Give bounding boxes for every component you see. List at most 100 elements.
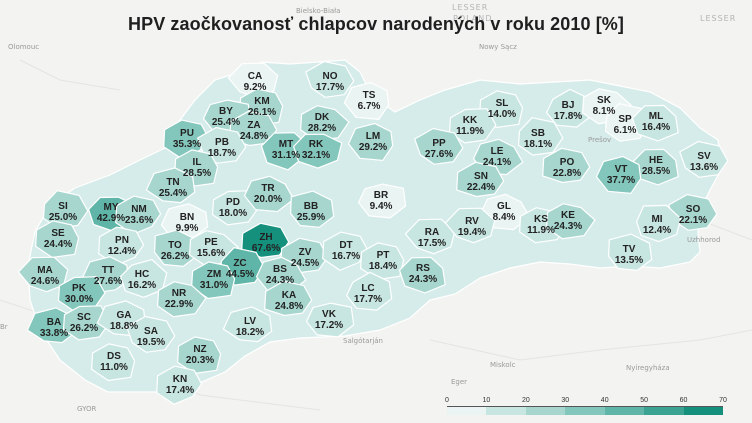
district-shape-kn[interactable] [156, 365, 203, 405]
district-ke[interactable]: KE 24.3% [554, 210, 582, 232]
district-shape-ka[interactable] [264, 280, 313, 317]
district-mt[interactable]: MT 31.1% [272, 139, 300, 161]
district-shape-sn[interactable] [456, 161, 505, 198]
district-nm[interactable]: NM 23.6% [125, 204, 153, 226]
district-kn[interactable]: KN 17.4% [166, 374, 194, 396]
district-pt[interactable]: PT 18.4% [369, 250, 397, 272]
district-se[interactable]: SE 24.4% [44, 228, 72, 250]
district-ma[interactable]: MA 24.6% [31, 265, 59, 287]
district-shape-mi[interactable] [635, 204, 682, 243]
district-shape-so[interactable] [668, 193, 718, 231]
district-shape-pn[interactable] [98, 226, 145, 266]
district-le[interactable]: LE 24.1% [483, 146, 511, 168]
district-zh[interactable]: ZH 67.6% [252, 232, 280, 254]
district-shape-pp[interactable] [413, 127, 464, 165]
district-tt[interactable]: TT 27.6% [94, 265, 122, 287]
district-ra[interactable]: RA 17.5% [418, 227, 446, 249]
district-tn[interactable]: TN 25.4% [159, 177, 187, 199]
district-shape-dt[interactable] [322, 231, 369, 271]
district-zv[interactable]: ZV 24.5% [291, 247, 319, 269]
district-shape-br[interactable] [357, 183, 407, 219]
district-rv[interactable]: RV 19.4% [458, 216, 486, 238]
district-shape-zm[interactable] [190, 261, 236, 300]
district-pn[interactable]: PN 12.4% [108, 235, 136, 257]
district-dk[interactable]: DK 28.2% [308, 112, 336, 134]
district-shape-rs[interactable] [398, 256, 446, 294]
district-pd[interactable]: PD 18.0% [219, 197, 247, 219]
district-rk[interactable]: RK 32.1% [302, 139, 330, 161]
district-my[interactable]: MY 42.9% [97, 202, 125, 224]
district-pu[interactable]: PU 35.3% [173, 128, 201, 150]
district-ca[interactable]: CA 9.2% [244, 71, 267, 93]
district-no[interactable]: NO 17.7% [316, 71, 344, 93]
district-bs[interactable]: BS 24.3% [266, 264, 294, 286]
district-pp[interactable]: PP 27.6% [425, 138, 453, 160]
district-sv[interactable]: SV 13.6% [690, 151, 718, 173]
district-tv[interactable]: TV 13.5% [615, 244, 643, 266]
district-shape-no[interactable] [305, 60, 355, 98]
district-rs[interactable]: RS 24.3% [409, 263, 437, 285]
district-gl[interactable]: GL 8.4% [493, 201, 516, 223]
district-shape-kk[interactable] [448, 108, 497, 144]
district-ml[interactable]: ML 16.4% [642, 111, 670, 133]
district-shape-rv[interactable] [444, 207, 496, 244]
district-he[interactable]: HE 28.5% [642, 155, 670, 177]
district-by[interactable]: BY 25.4% [212, 106, 240, 128]
district-shape-bb[interactable] [289, 190, 335, 228]
district-lc[interactable]: LC 17.7% [354, 283, 382, 305]
district-ga[interactable]: GA 18.8% [110, 310, 138, 332]
district-shape-sa[interactable] [126, 315, 176, 353]
district-hc[interactable]: HC 16.2% [128, 269, 156, 291]
district-vk[interactable]: VK 17.2% [315, 309, 343, 331]
district-ks[interactable]: KS 11.9% [527, 214, 555, 236]
district-dt[interactable]: DT 16.7% [332, 240, 360, 262]
district-shape-ds[interactable] [90, 343, 136, 382]
district-shape-po[interactable] [542, 147, 591, 184]
district-za[interactable]: ZA 24.8% [240, 120, 268, 142]
district-shape-ml[interactable] [631, 104, 679, 142]
district-pe[interactable]: PE 15.6% [197, 237, 225, 259]
district-sp[interactable]: SP 6.1% [614, 114, 637, 136]
district-shape-pt[interactable] [359, 242, 405, 281]
district-shape-tv[interactable] [607, 233, 653, 272]
district-br[interactable]: BR 9.4% [370, 190, 393, 212]
district-shape-zh[interactable] [241, 222, 290, 259]
district-shape-vk[interactable] [305, 302, 355, 338]
district-shape-ts[interactable] [343, 81, 390, 121]
district-sn[interactable]: SN 22.4% [467, 171, 495, 193]
district-zc[interactable]: ZC 44.5% [226, 258, 254, 280]
district-shape-sb[interactable] [517, 117, 564, 156]
district-sb[interactable]: SB 18.1% [524, 128, 552, 150]
district-nz[interactable]: NZ 20.3% [186, 344, 214, 366]
district-lv[interactable]: LV 18.2% [236, 316, 264, 338]
district-sc[interactable]: SC 26.2% [70, 312, 98, 334]
district-shape-he[interactable] [631, 148, 679, 186]
district-kk[interactable]: KK 11.9% [456, 115, 484, 137]
district-vt[interactable]: VT 37.7% [607, 164, 635, 186]
district-ds[interactable]: DS 11.0% [100, 351, 128, 373]
district-bn[interactable]: BN 9.9% [176, 212, 199, 234]
district-nr[interactable]: NR 22.9% [165, 288, 193, 310]
district-shape-hc[interactable] [119, 258, 168, 298]
district-lm[interactable]: LM 29.2% [359, 131, 387, 153]
district-si[interactable]: SI 25.0% [49, 201, 77, 223]
district-shape-se[interactable] [34, 220, 80, 259]
district-to[interactable]: TO 26.2% [161, 240, 189, 262]
district-ka[interactable]: KA 24.8% [275, 290, 303, 312]
district-bj[interactable]: BJ 17.8% [554, 100, 582, 122]
district-shape-rk[interactable] [292, 133, 343, 169]
district-shape-ke[interactable] [545, 203, 596, 240]
district-shape-ma[interactable] [17, 256, 69, 293]
district-shape-sv[interactable] [679, 140, 729, 178]
district-bb[interactable]: BB 25.9% [297, 201, 325, 223]
district-sl[interactable]: SL 14.0% [488, 98, 516, 120]
district-pk[interactable]: PK 30.0% [65, 283, 93, 305]
district-sk[interactable]: SK 8.1% [593, 95, 616, 117]
district-shape-nr[interactable] [156, 281, 207, 318]
district-zm[interactable]: ZM 31.0% [200, 269, 228, 291]
district-ts[interactable]: TS 6.7% [358, 90, 381, 112]
district-shape-tn[interactable] [145, 167, 196, 204]
district-mi[interactable]: MI 12.4% [643, 214, 671, 236]
district-ba[interactable]: BA 33.8% [40, 317, 68, 339]
district-sa[interactable]: SA 19.5% [137, 326, 165, 348]
